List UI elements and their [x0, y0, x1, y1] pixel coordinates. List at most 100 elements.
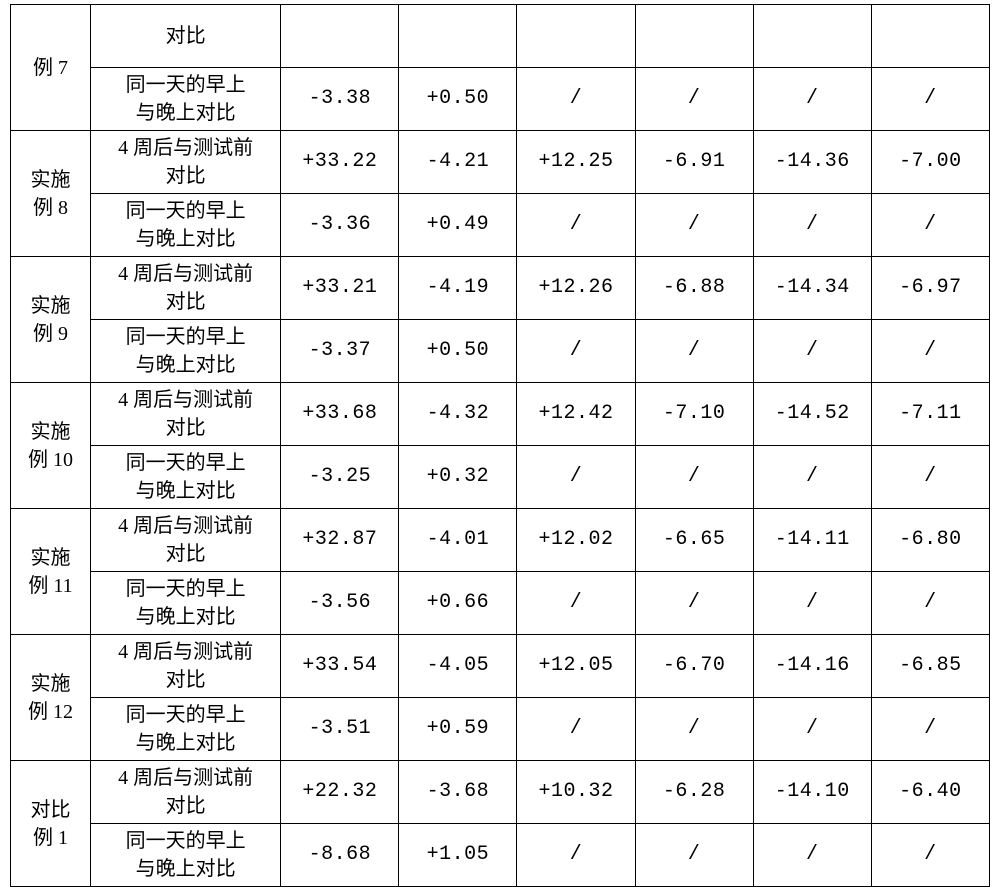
- group-label: 实施例 9: [11, 257, 91, 383]
- group-label: 实施例 10: [11, 383, 91, 509]
- data-cell: -3.68: [399, 761, 517, 824]
- data-cell: -3.36: [281, 194, 399, 257]
- data-cell: -4.01: [399, 509, 517, 572]
- data-cell: /: [635, 68, 753, 131]
- table-row: 实施例 114 周后与测试前对比+32.87-4.01+12.02-6.65-1…: [11, 509, 990, 572]
- data-cell: /: [871, 698, 989, 761]
- row-desc: 4 周后与测试前对比: [91, 635, 281, 698]
- table-row: 实施例 104 周后与测试前对比+33.68-4.32+12.42-7.10-1…: [11, 383, 990, 446]
- row-desc: 4 周后与测试前对比: [91, 257, 281, 320]
- row-desc: 同一天的早上与晚上对比: [91, 320, 281, 383]
- data-cell: -7.00: [871, 131, 989, 194]
- data-cell: /: [753, 194, 871, 257]
- data-cell: -4.21: [399, 131, 517, 194]
- data-cell: -7.11: [871, 383, 989, 446]
- data-cell: +33.54: [281, 635, 399, 698]
- data-cell: -6.40: [871, 761, 989, 824]
- data-cell: -6.70: [635, 635, 753, 698]
- data-cell: -6.88: [635, 257, 753, 320]
- row-desc: 同一天的早上与晚上对比: [91, 446, 281, 509]
- data-cell: [871, 5, 989, 68]
- data-cell: /: [753, 320, 871, 383]
- data-cell: -4.05: [399, 635, 517, 698]
- data-cell: -3.38: [281, 68, 399, 131]
- data-cell: /: [871, 320, 989, 383]
- data-cell: +0.50: [399, 68, 517, 131]
- data-cell: /: [871, 824, 989, 887]
- table-body: 例 7对比同一天的早上与晚上对比-3.38+0.50////实施例 84 周后与…: [11, 5, 990, 887]
- data-cell: -8.68: [281, 824, 399, 887]
- data-cell: +0.59: [399, 698, 517, 761]
- data-cell: +12.05: [517, 635, 635, 698]
- data-cell: +12.02: [517, 509, 635, 572]
- data-cell: -3.51: [281, 698, 399, 761]
- data-cell: -14.16: [753, 635, 871, 698]
- group-label: 对比例 1: [11, 761, 91, 887]
- row-desc: 同一天的早上与晚上对比: [91, 698, 281, 761]
- table-row: 同一天的早上与晚上对比-3.38+0.50////: [11, 68, 990, 131]
- data-cell: /: [753, 68, 871, 131]
- row-desc: 4 周后与测试前对比: [91, 131, 281, 194]
- data-cell: +0.49: [399, 194, 517, 257]
- table-row: 实施例 94 周后与测试前对比+33.21-4.19+12.26-6.88-14…: [11, 257, 990, 320]
- data-cell: /: [753, 698, 871, 761]
- data-cell: -6.80: [871, 509, 989, 572]
- data-cell: +0.32: [399, 446, 517, 509]
- table-row: 同一天的早上与晚上对比-3.36+0.49////: [11, 194, 990, 257]
- data-cell: [281, 5, 399, 68]
- data-cell: -14.34: [753, 257, 871, 320]
- data-cell: -6.85: [871, 635, 989, 698]
- data-cell: +32.87: [281, 509, 399, 572]
- table-row: 实施例 124 周后与测试前对比+33.54-4.05+12.05-6.70-1…: [11, 635, 990, 698]
- row-desc: 同一天的早上与晚上对比: [91, 824, 281, 887]
- row-desc: 4 周后与测试前对比: [91, 509, 281, 572]
- table-row: 同一天的早上与晚上对比-3.56+0.66////: [11, 572, 990, 635]
- table-row: 对比例 14 周后与测试前对比+22.32-3.68+10.32-6.28-14…: [11, 761, 990, 824]
- table-row: 例 7对比: [11, 5, 990, 68]
- table-row: 同一天的早上与晚上对比-3.51+0.59////: [11, 698, 990, 761]
- data-cell: /: [517, 68, 635, 131]
- data-cell: +12.25: [517, 131, 635, 194]
- data-cell: [517, 5, 635, 68]
- data-cell: +1.05: [399, 824, 517, 887]
- table-row: 同一天的早上与晚上对比-3.25+0.32////: [11, 446, 990, 509]
- data-cell: /: [871, 446, 989, 509]
- data-cell: /: [517, 194, 635, 257]
- data-cell: -6.97: [871, 257, 989, 320]
- data-cell: -7.10: [635, 383, 753, 446]
- data-cell: /: [871, 194, 989, 257]
- data-cell: [753, 5, 871, 68]
- data-cell: +22.32: [281, 761, 399, 824]
- data-cell: +0.66: [399, 572, 517, 635]
- data-cell: +33.22: [281, 131, 399, 194]
- data-cell: +33.21: [281, 257, 399, 320]
- data-cell: -14.36: [753, 131, 871, 194]
- data-cell: /: [517, 572, 635, 635]
- data-cell: /: [753, 446, 871, 509]
- data-cell: -14.52: [753, 383, 871, 446]
- data-cell: -14.11: [753, 509, 871, 572]
- data-cell: /: [635, 194, 753, 257]
- table-row: 同一天的早上与晚上对比-8.68+1.05////: [11, 824, 990, 887]
- data-cell: /: [871, 572, 989, 635]
- data-cell: +0.50: [399, 320, 517, 383]
- row-desc: 4 周后与测试前对比: [91, 761, 281, 824]
- data-cell: /: [635, 824, 753, 887]
- data-cell: [399, 5, 517, 68]
- data-cell: /: [517, 698, 635, 761]
- group-label: 实施例 12: [11, 635, 91, 761]
- data-cell: /: [635, 446, 753, 509]
- data-cell: /: [517, 446, 635, 509]
- data-cell: [635, 5, 753, 68]
- data-cell: /: [635, 320, 753, 383]
- row-desc: 同一天的早上与晚上对比: [91, 572, 281, 635]
- data-cell: +12.26: [517, 257, 635, 320]
- data-cell: /: [635, 698, 753, 761]
- group-label: 实施例 8: [11, 131, 91, 257]
- data-cell: +10.32: [517, 761, 635, 824]
- data-cell: -3.56: [281, 572, 399, 635]
- data-cell: -6.65: [635, 509, 753, 572]
- data-cell: -14.10: [753, 761, 871, 824]
- data-cell: /: [753, 824, 871, 887]
- data-cell: -3.37: [281, 320, 399, 383]
